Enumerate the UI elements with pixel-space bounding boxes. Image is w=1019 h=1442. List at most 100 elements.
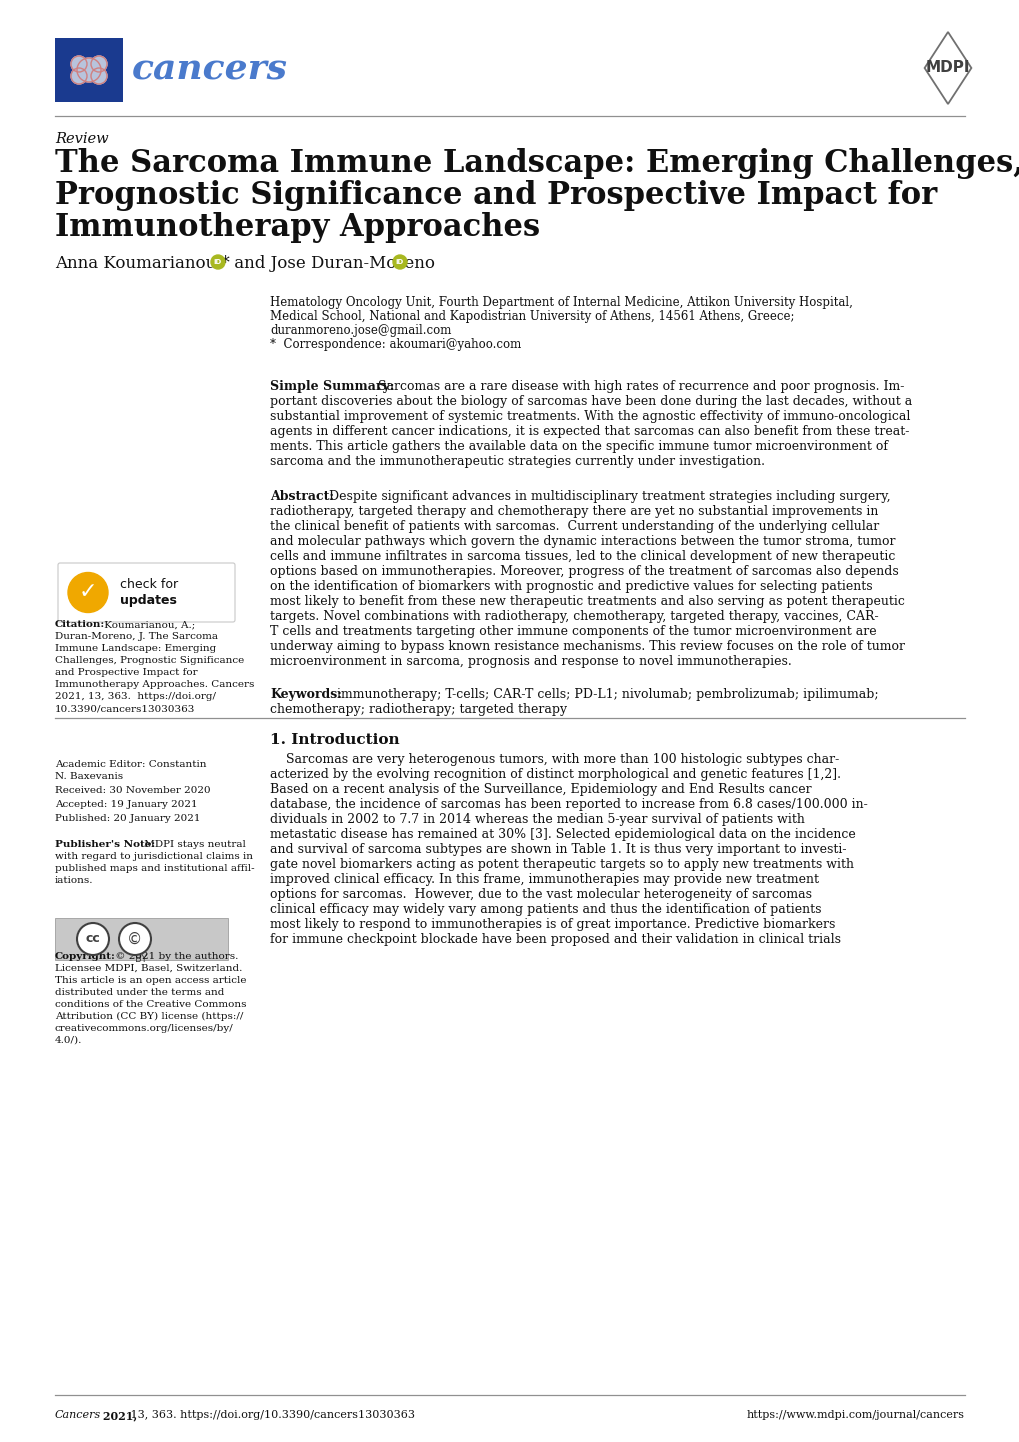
Text: Immunotherapy Approaches: Immunotherapy Approaches xyxy=(55,212,540,244)
Text: Accepted: 19 January 2021: Accepted: 19 January 2021 xyxy=(55,800,198,809)
Text: immunotherapy; T-cells; CAR-T cells; PD-L1; nivolumab; pembrolizumab; ipilimumab: immunotherapy; T-cells; CAR-T cells; PD-… xyxy=(336,688,877,701)
Text: ©: © xyxy=(127,932,143,946)
Text: 10.3390/cancers13030363: 10.3390/cancers13030363 xyxy=(55,704,196,712)
Text: Challenges, Prognostic Significance: Challenges, Prognostic Significance xyxy=(55,656,244,665)
Circle shape xyxy=(68,572,108,613)
Text: Anna Koumarianou *: Anna Koumarianou * xyxy=(55,255,229,273)
Text: Copyright:: Copyright: xyxy=(55,952,116,960)
Text: https://www.mdpi.com/journal/cancers: https://www.mdpi.com/journal/cancers xyxy=(746,1410,964,1420)
Text: This article is an open access article: This article is an open access article xyxy=(55,976,247,985)
Text: cancers: cancers xyxy=(131,53,287,87)
Text: with regard to jurisdictional claims in: with regard to jurisdictional claims in xyxy=(55,852,253,861)
Text: Abstract:: Abstract: xyxy=(270,490,333,503)
Text: iD: iD xyxy=(395,260,404,265)
Text: radiotherapy, targeted therapy and chemotherapy there are yet no substantial imp: radiotherapy, targeted therapy and chemo… xyxy=(270,505,877,518)
Text: Simple Summary:: Simple Summary: xyxy=(270,381,394,394)
Circle shape xyxy=(71,68,87,84)
Circle shape xyxy=(76,923,109,955)
FancyBboxPatch shape xyxy=(55,919,228,960)
Text: substantial improvement of systemic treatments. With the agnostic effectivity of: substantial improvement of systemic trea… xyxy=(270,410,910,423)
Text: distributed under the terms and: distributed under the terms and xyxy=(55,988,224,996)
Text: Published: 20 January 2021: Published: 20 January 2021 xyxy=(55,813,201,823)
Text: updates: updates xyxy=(120,594,176,607)
Circle shape xyxy=(392,255,407,270)
Text: Hematology Oncology Unit, Fourth Department of Internal Medicine, Attikon Univer: Hematology Oncology Unit, Fourth Departm… xyxy=(270,296,852,309)
Text: 2021,: 2021, xyxy=(99,1410,138,1420)
Text: microenvironment in sarcoma, prognosis and response to novel immunotherapies.: microenvironment in sarcoma, prognosis a… xyxy=(270,655,791,668)
Text: The Sarcoma Immune Landscape: Emerging Challenges,: The Sarcoma Immune Landscape: Emerging C… xyxy=(55,149,1019,179)
Text: Immune Landscape: Emerging: Immune Landscape: Emerging xyxy=(55,645,216,653)
Text: 13, 363. https://doi.org/10.3390/cancers13030363: 13, 363. https://doi.org/10.3390/cancers… xyxy=(127,1410,415,1420)
Text: targets. Novel combinations with radiotherapy, chemotherapy, targeted therapy, v: targets. Novel combinations with radioth… xyxy=(270,610,877,623)
FancyBboxPatch shape xyxy=(55,37,123,102)
Text: gate novel biomarkers acting as potent therapeutic targets so to apply new treat: gate novel biomarkers acting as potent t… xyxy=(270,858,853,871)
Text: Citation:: Citation: xyxy=(55,620,105,629)
Circle shape xyxy=(71,56,87,72)
Text: and Jose Duran-Moreno: and Jose Duran-Moreno xyxy=(229,255,434,273)
Text: MDPI stays neutral: MDPI stays neutral xyxy=(141,841,246,849)
Text: Academic Editor: Constantin: Academic Editor: Constantin xyxy=(55,760,206,769)
Text: Duran-Moreno, J. The Sarcoma: Duran-Moreno, J. The Sarcoma xyxy=(55,632,218,642)
Text: iations.: iations. xyxy=(55,875,94,885)
Text: Attribution (CC BY) license (https://: Attribution (CC BY) license (https:// xyxy=(55,1012,244,1021)
Text: Licensee MDPI, Basel, Switzerland.: Licensee MDPI, Basel, Switzerland. xyxy=(55,965,243,973)
Text: duranmoreno.jose@gmail.com: duranmoreno.jose@gmail.com xyxy=(270,324,451,337)
Circle shape xyxy=(76,58,101,82)
Text: *  Correspondence: akoumari@yahoo.com: * Correspondence: akoumari@yahoo.com xyxy=(270,337,521,350)
Text: metastatic disease has remained at 30% [3]. Selected epidemiological data on the: metastatic disease has remained at 30% [… xyxy=(270,828,855,841)
Text: creativecommons.org/licenses/by/: creativecommons.org/licenses/by/ xyxy=(55,1024,233,1032)
Text: 4.0/).: 4.0/). xyxy=(55,1035,83,1045)
Circle shape xyxy=(91,56,107,72)
Text: MDPI: MDPI xyxy=(925,61,969,75)
Text: Despite significant advances in multidisciplinary treatment strategies including: Despite significant advances in multidis… xyxy=(329,490,890,503)
Text: agents in different cancer indications, it is expected that sarcomas can also be: agents in different cancer indications, … xyxy=(270,425,909,438)
Text: cells and immune infiltrates in sarcoma tissues, led to the clinical development: cells and immune infiltrates in sarcoma … xyxy=(270,549,895,562)
Text: Prognostic Significance and Prospective Impact for: Prognostic Significance and Prospective … xyxy=(55,180,936,211)
Text: Publisher's Note:: Publisher's Note: xyxy=(55,841,155,849)
Text: acterized by the evolving recognition of distinct morphological and genetic feat: acterized by the evolving recognition of… xyxy=(270,769,841,782)
Text: Koumarianou, A.;: Koumarianou, A.; xyxy=(101,620,195,629)
Text: most likely to benefit from these new therapeutic treatments and also serving as: most likely to benefit from these new th… xyxy=(270,596,904,609)
Text: 2021, 13, 363.  https://doi.org/: 2021, 13, 363. https://doi.org/ xyxy=(55,692,216,701)
Text: database, the incidence of sarcomas has been reported to increase from 6.8 cases: database, the incidence of sarcomas has … xyxy=(270,797,867,810)
Text: iD: iD xyxy=(214,260,222,265)
Text: Based on a recent analysis of the Surveillance, Epidemiology and End Results can: Based on a recent analysis of the Survei… xyxy=(270,783,811,796)
Circle shape xyxy=(119,923,151,955)
Text: the clinical benefit of patients with sarcomas.  Current understanding of the un: the clinical benefit of patients with sa… xyxy=(270,521,878,534)
Text: cc: cc xyxy=(86,933,100,946)
Text: Immunotherapy Approaches. Cancers: Immunotherapy Approaches. Cancers xyxy=(55,681,254,689)
Text: Received: 30 November 2020: Received: 30 November 2020 xyxy=(55,786,210,795)
Text: conditions of the Creative Commons: conditions of the Creative Commons xyxy=(55,999,247,1009)
Text: BY: BY xyxy=(135,955,147,965)
Text: and survival of sarcoma subtypes are shown in Table 1. It is thus very important: and survival of sarcoma subtypes are sho… xyxy=(270,844,846,857)
Text: improved clinical efficacy. In this frame, immunotherapies may provide new treat: improved clinical efficacy. In this fram… xyxy=(270,872,818,885)
Text: ments. This article gathers the available data on the specific immune tumor micr: ments. This article gathers the availabl… xyxy=(270,440,888,453)
Text: portant discoveries about the biology of sarcomas have been done during the last: portant discoveries about the biology of… xyxy=(270,395,911,408)
FancyBboxPatch shape xyxy=(58,562,234,622)
Text: N. Baxevanis: N. Baxevanis xyxy=(55,771,123,782)
Text: published maps and institutional affil-: published maps and institutional affil- xyxy=(55,864,255,872)
Text: clinical efficacy may widely vary among patients and thus the identification of : clinical efficacy may widely vary among … xyxy=(270,903,820,916)
Circle shape xyxy=(211,255,225,270)
Text: Sarcomas are very heterogenous tumors, with more than 100 histologic subtypes ch: Sarcomas are very heterogenous tumors, w… xyxy=(270,753,839,766)
Text: for immune checkpoint blockade have been proposed and their validation in clinic: for immune checkpoint blockade have been… xyxy=(270,933,841,946)
Text: sarcoma and the immunotherapeutic strategies currently under investigation.: sarcoma and the immunotherapeutic strate… xyxy=(270,456,764,469)
Text: chemotherapy; radiotherapy; targeted therapy: chemotherapy; radiotherapy; targeted the… xyxy=(270,704,567,717)
Text: and Prospective Impact for: and Prospective Impact for xyxy=(55,668,198,676)
Text: options for sarcomas.  However, due to the vast molecular heterogeneity of sarco: options for sarcomas. However, due to th… xyxy=(270,888,811,901)
Text: © 2021 by the authors.: © 2021 by the authors. xyxy=(112,952,238,960)
Text: and molecular pathways which govern the dynamic interactions between the tumor s: and molecular pathways which govern the … xyxy=(270,535,895,548)
Text: options based on immunotherapies. Moreover, progress of the treatment of sarcoma: options based on immunotherapies. Moreov… xyxy=(270,565,898,578)
Text: ✓: ✓ xyxy=(78,583,97,603)
Text: Keywords:: Keywords: xyxy=(270,688,341,701)
Text: underway aiming to bypass known resistance mechanisms. This review focuses on th: underway aiming to bypass known resistan… xyxy=(270,640,904,653)
Text: Review: Review xyxy=(55,133,108,146)
Text: T cells and treatments targeting other immune components of the tumor microenvir: T cells and treatments targeting other i… xyxy=(270,624,875,637)
Text: check for: check for xyxy=(120,578,178,591)
Text: 1. Introduction: 1. Introduction xyxy=(270,733,399,747)
Text: most likely to respond to immunotherapies is of great importance. Predictive bio: most likely to respond to immunotherapie… xyxy=(270,919,835,932)
Text: Cancers: Cancers xyxy=(55,1410,101,1420)
Circle shape xyxy=(91,68,107,84)
Text: Medical School, National and Kapodistrian University of Athens, 14561 Athens, Gr: Medical School, National and Kapodistria… xyxy=(270,310,794,323)
Text: dividuals in 2002 to 7.7 in 2014 whereas the median 5-year survival of patients : dividuals in 2002 to 7.7 in 2014 whereas… xyxy=(270,813,804,826)
